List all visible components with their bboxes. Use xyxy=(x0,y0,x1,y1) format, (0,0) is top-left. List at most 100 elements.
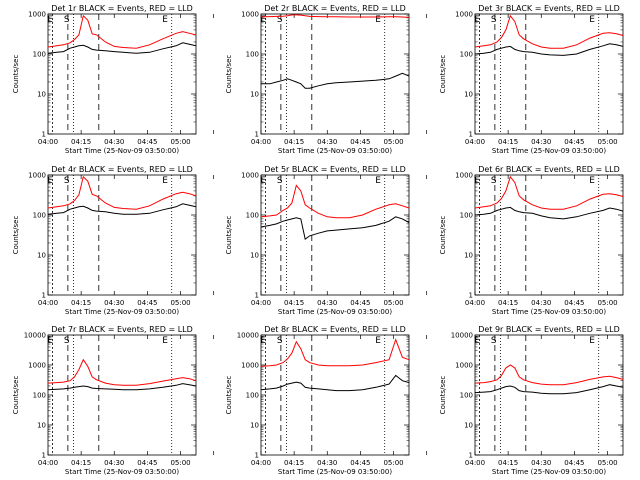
lld-rate-line xyxy=(474,364,624,386)
lld-rate-line xyxy=(47,358,197,386)
y-tick-label: 100 xyxy=(33,392,46,400)
plot-frame xyxy=(474,334,624,456)
x-tick-label: 04:30 xyxy=(317,299,337,307)
x-tick-label: 05:00 xyxy=(383,459,403,467)
interval-marker-e: E xyxy=(47,15,53,25)
y-tick-label: 1 xyxy=(42,452,46,460)
lld-rate-line xyxy=(260,14,410,18)
x-tick-label: 05:00 xyxy=(597,299,617,307)
y-tick-label: 10 xyxy=(37,252,46,260)
detector-panel: Det 5r BLACK = Events, RED = LLD 1 10 100 10… xyxy=(225,165,428,316)
plot-frame xyxy=(260,13,410,135)
y-tick-label: 100 xyxy=(460,212,473,220)
plot-frame xyxy=(47,334,197,456)
x-tick-label: 04:45 xyxy=(350,138,370,146)
y-tick-label: 1000 xyxy=(241,172,259,180)
events-rate-line xyxy=(474,43,624,56)
x-tick-label: 04:15 xyxy=(498,459,518,467)
interval-marker-e: E xyxy=(375,336,381,346)
y-tick-label: 1000 xyxy=(455,11,473,19)
x-tick-label: 04:15 xyxy=(498,299,518,307)
y-tick-label: 10 xyxy=(464,91,473,99)
x-tick-label: 04:30 xyxy=(104,459,124,467)
detector-panel: Det 9r BLACK = Events, RED = LLD 1 10 100 10… xyxy=(439,325,624,476)
x-tick-label: 04:00 xyxy=(38,138,58,146)
y-tick-label: 1000 xyxy=(28,11,46,19)
x-tick-label: 04:45 xyxy=(350,299,370,307)
y-axis-label: Counts/sec xyxy=(12,216,20,255)
detector-panel: Det 4r BLACK = Events, RED = LLD 1 10 100 10… xyxy=(12,165,215,316)
panel-title: Det 2r BLACK = Events, RED = LLD xyxy=(264,4,406,13)
y-tick-label: 100 xyxy=(246,51,259,59)
x-tick-label: 04:00 xyxy=(465,299,485,307)
events-rate-line xyxy=(474,206,624,220)
interval-marker-s: S xyxy=(491,15,497,25)
y-axis-label: Counts/sec xyxy=(439,216,447,255)
interval-marker-e: E xyxy=(474,176,480,186)
x-axis-label: Start Time (25-Nov-09 03:50:00) xyxy=(492,308,606,316)
detector-panel: Det 7r BLACK = Events, RED = LLD 1 10 100 10… xyxy=(12,325,215,476)
y-tick-label: 1000 xyxy=(241,11,259,19)
y-tick-label: 10000 xyxy=(24,332,46,340)
interval-marker-e: E xyxy=(162,336,168,346)
plot-frame xyxy=(47,174,197,296)
lld-rate-line xyxy=(47,175,197,210)
y-tick-label: 10 xyxy=(464,422,473,430)
x-tick-label: 05:00 xyxy=(383,299,403,307)
x-tick-label: 04:30 xyxy=(531,138,551,146)
x-tick-label: 04:15 xyxy=(284,299,304,307)
y-axis-label: Counts/sec xyxy=(225,216,233,255)
panel-title: Det 9r BLACK = Events, RED = LLD xyxy=(478,325,620,334)
interval-marker-s: S xyxy=(491,176,497,186)
y-tick-label: 10 xyxy=(37,422,46,430)
events-rate-line xyxy=(261,72,410,89)
x-tick-label: 04:15 xyxy=(71,299,91,307)
interval-marker-s: S xyxy=(277,15,283,25)
y-axis-label: Counts/sec xyxy=(225,376,233,415)
y-tick-label: 1 xyxy=(42,292,46,300)
y-tick-label: 100 xyxy=(460,51,473,59)
interval-marker-e: E xyxy=(474,15,480,25)
x-tick-label: 04:00 xyxy=(251,459,271,467)
x-tick-label: 04:30 xyxy=(531,299,551,307)
y-tick-label: 100 xyxy=(246,392,259,400)
x-tick-label: 05:00 xyxy=(170,138,190,146)
lld-rate-line xyxy=(474,175,624,210)
y-tick-label: 10 xyxy=(250,422,259,430)
y-axis-label: Counts/sec xyxy=(12,376,20,415)
y-tick-label: 10 xyxy=(464,252,473,260)
detector-panel: Det 8r BLACK = Events, RED = LLD 1 10 100 10… xyxy=(225,325,428,476)
events-rate-line xyxy=(260,374,410,392)
x-tick-label: 04:00 xyxy=(251,299,271,307)
y-tick-label: 1000 xyxy=(455,172,473,180)
x-tick-label: 04:15 xyxy=(71,138,91,146)
x-axis-label: Start Time (25-Nov-09 03:50:00) xyxy=(65,308,179,316)
x-tick-label: 04:30 xyxy=(317,459,337,467)
interval-marker-s: S xyxy=(277,336,283,346)
lld-rate-line xyxy=(474,14,624,49)
detector-panel: Det 2r BLACK = Events, RED = LLD 1 10 100 10… xyxy=(225,4,428,155)
detector-panel: Det 1r BLACK = Events, RED = LLD 1 10 100 10… xyxy=(12,4,215,155)
y-tick-label: 1000 xyxy=(28,362,46,370)
lld-rate-line xyxy=(260,338,410,367)
x-tick-label: 04:45 xyxy=(564,299,584,307)
x-tick-label: 04:15 xyxy=(71,459,91,467)
detector-panel: Det 3r BLACK = Events, RED = LLD 1 10 100 10… xyxy=(439,4,624,155)
interval-marker-e: E xyxy=(589,176,595,186)
x-axis-label: Start Time (25-Nov-09 03:50:00) xyxy=(278,147,392,155)
y-tick-label: 10 xyxy=(250,252,259,260)
interval-marker-e: E xyxy=(375,15,381,25)
lld-rate-line xyxy=(47,14,197,49)
x-tick-label: 05:00 xyxy=(383,138,403,146)
y-tick-label: 1 xyxy=(469,292,473,300)
plot-frame xyxy=(474,174,624,296)
interval-marker-e: E xyxy=(260,176,266,186)
events-rate-line xyxy=(260,216,410,240)
lld-rate-line xyxy=(260,184,410,219)
panel-title: Det 5r BLACK = Events, RED = LLD xyxy=(264,165,406,174)
events-rate-line xyxy=(47,383,197,391)
x-tick-label: 04:45 xyxy=(137,299,157,307)
y-tick-label: 10 xyxy=(37,91,46,99)
interval-marker-e: E xyxy=(47,176,53,186)
y-tick-label: 1 xyxy=(42,131,46,139)
